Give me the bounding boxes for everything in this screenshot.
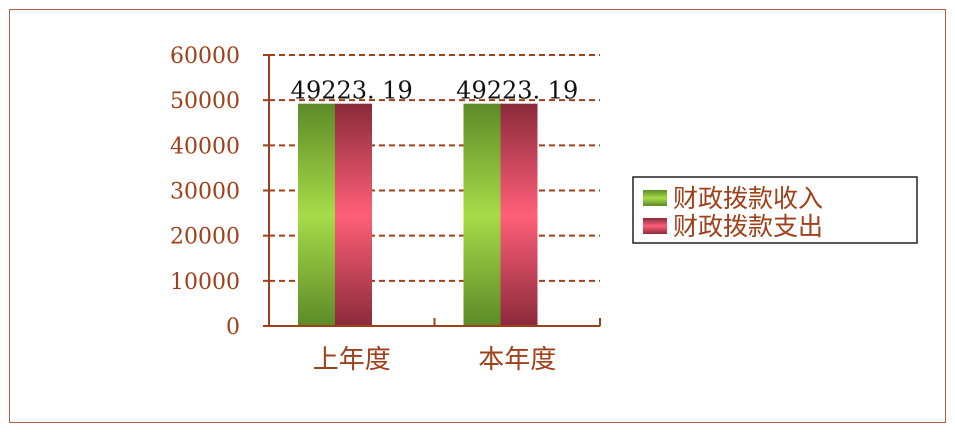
y-tick-label: 40000 bbox=[170, 134, 240, 159]
legend-box bbox=[632, 176, 918, 244]
bar-income bbox=[463, 103, 501, 326]
legend-swatch bbox=[643, 190, 667, 206]
bar-expense bbox=[500, 103, 538, 326]
legend-label: 财政拨款支出 bbox=[673, 212, 823, 241]
y-tick-label: 0 bbox=[226, 315, 240, 340]
x-category-label: 本年度 bbox=[478, 345, 556, 375]
bar-expense bbox=[335, 103, 372, 326]
y-tick-label: 50000 bbox=[170, 89, 240, 114]
legend-swatch bbox=[643, 218, 667, 234]
bar-income bbox=[298, 103, 335, 326]
data-label: 49223. 19 bbox=[456, 77, 578, 105]
y-tick-label: 10000 bbox=[170, 270, 240, 295]
legend-label: 财政拨款收入 bbox=[673, 184, 823, 213]
x-category-label: 上年度 bbox=[313, 345, 391, 375]
y-tick-label: 60000 bbox=[170, 44, 240, 69]
y-tick-label: 30000 bbox=[170, 180, 240, 205]
data-label: 49223. 19 bbox=[291, 77, 413, 105]
chart-frame bbox=[9, 9, 946, 423]
y-tick-label: 20000 bbox=[170, 225, 240, 250]
